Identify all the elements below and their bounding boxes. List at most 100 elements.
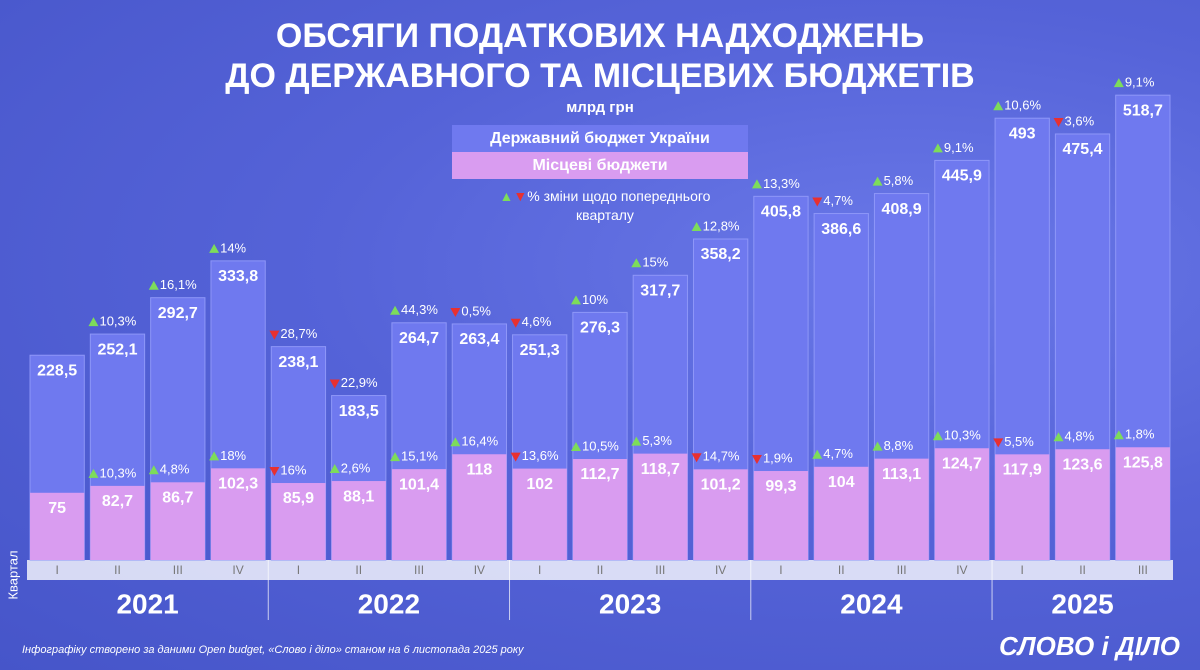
bar xyxy=(210,468,266,560)
value-label: 85,9 xyxy=(283,490,314,507)
value-label: 238,1 xyxy=(278,354,318,371)
change-label: 5,8% xyxy=(884,173,914,188)
change-arrow xyxy=(932,143,943,153)
axis-strip xyxy=(27,560,1173,580)
value-label: 125,8 xyxy=(1123,454,1163,471)
x-group-label: 2023 xyxy=(599,588,661,619)
bar xyxy=(814,466,869,560)
logo: СЛОВО і ДІЛО xyxy=(999,631,1180,661)
value-label: 518,7 xyxy=(1123,102,1163,119)
value-label: 263,4 xyxy=(459,331,499,348)
value-label: 333,8 xyxy=(218,268,258,285)
bar xyxy=(30,492,85,560)
change-label: 12,8% xyxy=(703,218,740,233)
change-label: 10,5% xyxy=(582,438,619,453)
value-label: 276,3 xyxy=(580,320,620,337)
change-label: 4,7% xyxy=(823,446,853,461)
x-tick-label: IV xyxy=(715,563,726,577)
change-arrow xyxy=(209,243,220,253)
x-tick-label: III xyxy=(173,563,183,577)
value-label: 251,3 xyxy=(520,342,560,359)
value-label: 475,4 xyxy=(1063,141,1103,158)
value-label: 82,7 xyxy=(102,493,133,510)
value-label: 445,9 xyxy=(942,168,982,185)
change-label: 3,6% xyxy=(1065,113,1095,128)
bar xyxy=(512,468,567,560)
change-arrow xyxy=(751,455,762,465)
bar xyxy=(934,448,990,560)
change-arrow xyxy=(872,176,883,186)
change-label: 9,1% xyxy=(944,140,974,155)
change-arrow xyxy=(1053,432,1064,442)
value-label: 358,2 xyxy=(701,246,741,263)
bar xyxy=(391,469,447,560)
change-arrow xyxy=(631,436,642,446)
change-arrow xyxy=(269,330,280,340)
change-arrow xyxy=(450,307,461,317)
value-label: 104 xyxy=(828,474,855,491)
bar xyxy=(271,483,326,560)
change-label: 13,6% xyxy=(522,448,559,463)
change-arrow xyxy=(993,101,1004,111)
change-label: 14,7% xyxy=(703,449,740,464)
change-label: 15% xyxy=(642,255,668,270)
x-tick-label: II xyxy=(114,563,121,577)
change-arrow xyxy=(390,305,401,315)
x-tick-label: I xyxy=(538,563,541,577)
value-label: 113,1 xyxy=(882,466,921,483)
change-arrow xyxy=(812,449,823,459)
change-note: ▲▼% зміни щодо попереднього кварталу xyxy=(499,188,711,223)
change-label: 10,3% xyxy=(944,428,981,443)
x-tick-label: II xyxy=(355,563,362,577)
chart-title: ОБСЯГИ ПОДАТКОВИХ НАДХОДЖЕНЬ xyxy=(276,17,924,55)
change-label: 16,1% xyxy=(160,277,197,292)
value-label: 405,8 xyxy=(761,204,801,221)
change-arrow xyxy=(269,467,280,477)
change-arrow xyxy=(209,451,220,461)
change-arrow xyxy=(691,221,702,231)
value-label: 183,5 xyxy=(339,403,379,420)
x-tick-label: II xyxy=(838,563,845,577)
change-arrow xyxy=(148,280,159,290)
change-arrow xyxy=(751,179,762,189)
change-arrow xyxy=(329,379,340,389)
x-group-label: 2025 xyxy=(1051,588,1113,619)
value-label: 493 xyxy=(1009,125,1036,142)
value-label: 117,9 xyxy=(1003,462,1042,479)
bar xyxy=(150,482,205,560)
x-tick-label: IV xyxy=(232,563,243,577)
change-label: 15,1% xyxy=(401,449,438,464)
x-tick-label: III xyxy=(414,563,424,577)
change-label: 28,7% xyxy=(280,326,317,341)
change-arrow xyxy=(148,465,159,475)
x-tick-label: I xyxy=(297,563,300,577)
value-label: 408,9 xyxy=(882,201,922,218)
bar xyxy=(693,469,748,560)
x-group-label: 2024 xyxy=(840,588,903,619)
legend-label: Місцеві бюджети xyxy=(532,157,667,174)
change-arrow xyxy=(571,295,581,305)
change-label: 16,4% xyxy=(461,434,498,449)
x-tick-label: IV xyxy=(956,563,967,577)
x-axis-title: Квартал xyxy=(5,550,20,599)
subtitle: млрд грн xyxy=(566,99,634,116)
value-label: 124,7 xyxy=(942,455,982,472)
change-arrow xyxy=(812,197,823,207)
value-label: 123,6 xyxy=(1063,456,1103,473)
change-arrow xyxy=(88,317,99,327)
change-label: 4,8% xyxy=(1065,429,1095,444)
change-label: 5,3% xyxy=(642,433,672,448)
footer: Інфографіку створено за даними Open budg… xyxy=(22,644,525,656)
value-label: 228,5 xyxy=(37,362,77,379)
legend-swatch xyxy=(452,152,748,179)
value-label: 317,7 xyxy=(640,283,680,300)
bar xyxy=(1055,449,1110,560)
change-arrow xyxy=(932,431,943,441)
bar xyxy=(452,454,507,560)
change-label: 4,8% xyxy=(160,462,190,477)
x-tick-label: I xyxy=(1021,563,1024,577)
legend-label: Державний бюджет України xyxy=(490,130,710,147)
change-arrow xyxy=(631,258,642,268)
change-arrow xyxy=(450,437,461,447)
value-label: 88,1 xyxy=(343,488,374,505)
